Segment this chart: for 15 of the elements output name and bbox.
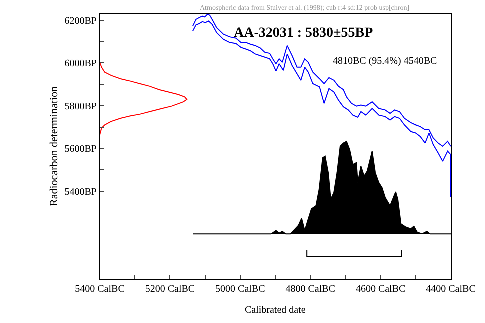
y-tick-label: 5400BP — [64, 186, 98, 198]
x-tick-label: 5400 CalBC — [75, 284, 126, 295]
x-tick-label: 5000 CalBC — [216, 284, 266, 295]
x-axis-title: Calibrated date — [245, 305, 306, 316]
y-tick-label: 6200BP — [64, 16, 98, 27]
x-tick-label: 5200 CalBC — [145, 284, 196, 295]
y-axis-title: Radiocarbon determination — [48, 86, 60, 207]
text: AA-32031 : 5830±55BP — [234, 26, 374, 42]
y-tick-label: 5600BP — [64, 144, 98, 156]
x-tick-label: 4600 CalBC — [356, 284, 406, 295]
x-tick-label: 4800 CalBC — [286, 284, 336, 295]
annotation: 4810BC (95.4%) 4540BC — [333, 56, 438, 67]
x-tick-label: 4400 CalBC — [426, 284, 476, 295]
y-tick-label: 5800BP — [64, 101, 98, 112]
y-tick-label: 6000BP — [64, 58, 98, 70]
